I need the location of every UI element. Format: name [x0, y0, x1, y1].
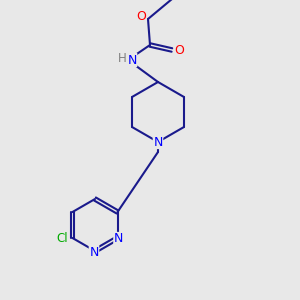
Text: O: O — [136, 11, 146, 23]
Text: N: N — [127, 53, 137, 67]
Text: N: N — [89, 245, 99, 259]
Text: N: N — [153, 136, 163, 148]
Text: O: O — [174, 44, 184, 56]
Text: N: N — [114, 232, 123, 245]
Text: Cl: Cl — [57, 232, 68, 244]
Text: H: H — [118, 52, 126, 65]
